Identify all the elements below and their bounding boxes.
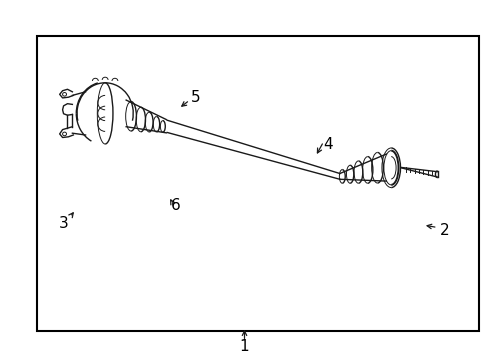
Bar bbox=[37, 36, 478, 331]
Text: 3: 3 bbox=[59, 216, 68, 231]
Text: 5: 5 bbox=[190, 90, 200, 105]
Text: 1: 1 bbox=[239, 339, 249, 354]
Text: 6: 6 bbox=[171, 198, 181, 213]
Text: 2: 2 bbox=[439, 223, 449, 238]
Text: 4: 4 bbox=[322, 136, 332, 152]
